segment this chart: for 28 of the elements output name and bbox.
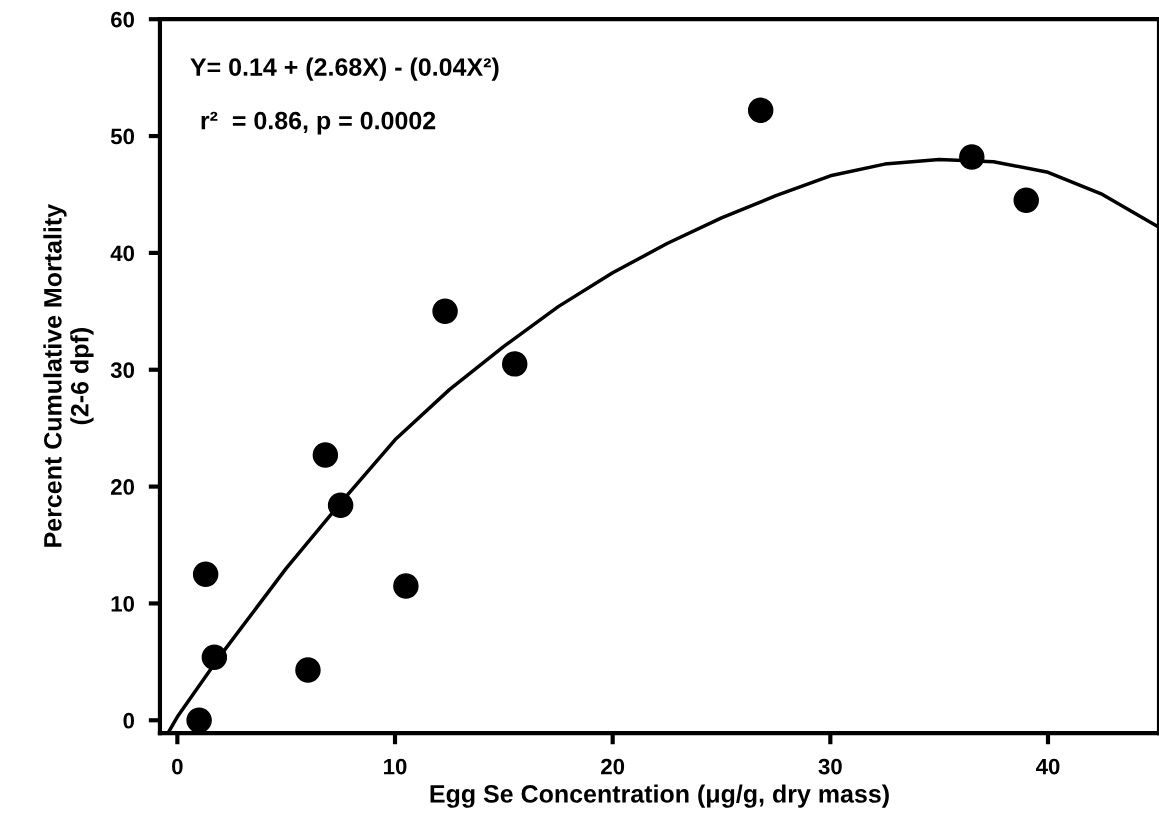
y-tick-label: 20 bbox=[111, 479, 135, 495]
x-axis-title: Egg Se Concentration (μg/g, dry mass) bbox=[430, 784, 889, 808]
x-tick-label: 20 bbox=[601, 758, 625, 775]
point bbox=[312, 442, 339, 468]
y-tick-label: 60 bbox=[111, 11, 135, 28]
point bbox=[295, 657, 321, 683]
y-tick-label: 40 bbox=[110, 245, 135, 262]
point bbox=[201, 644, 228, 670]
point bbox=[327, 492, 354, 519]
point bbox=[959, 144, 985, 170]
x-tick-label: 40 bbox=[1035, 758, 1060, 775]
point bbox=[1013, 187, 1039, 214]
y-tick-label: 0 bbox=[123, 712, 135, 729]
point bbox=[747, 97, 774, 124]
point bbox=[432, 298, 458, 325]
x-tick-label: 10 bbox=[384, 758, 407, 775]
point bbox=[502, 351, 528, 377]
point bbox=[192, 561, 219, 587]
x-tick-label: 0 bbox=[172, 758, 183, 775]
y-tick-label: 50 bbox=[110, 128, 135, 145]
x-tick-label: 30 bbox=[818, 758, 842, 775]
y-tick-label: 30 bbox=[110, 362, 135, 379]
y-tick-label: 10 bbox=[111, 595, 135, 612]
annotation: Y= 0.14 + (2.68X) - (0.04X²) bbox=[190, 57, 499, 81]
y-axis-title: Percent Cumulative Mortality (2-6 dpf) bbox=[43, 204, 94, 547]
point bbox=[393, 573, 419, 599]
annotation: r² = 0.86, p = 0.0002 bbox=[201, 111, 436, 135]
point bbox=[186, 707, 212, 733]
